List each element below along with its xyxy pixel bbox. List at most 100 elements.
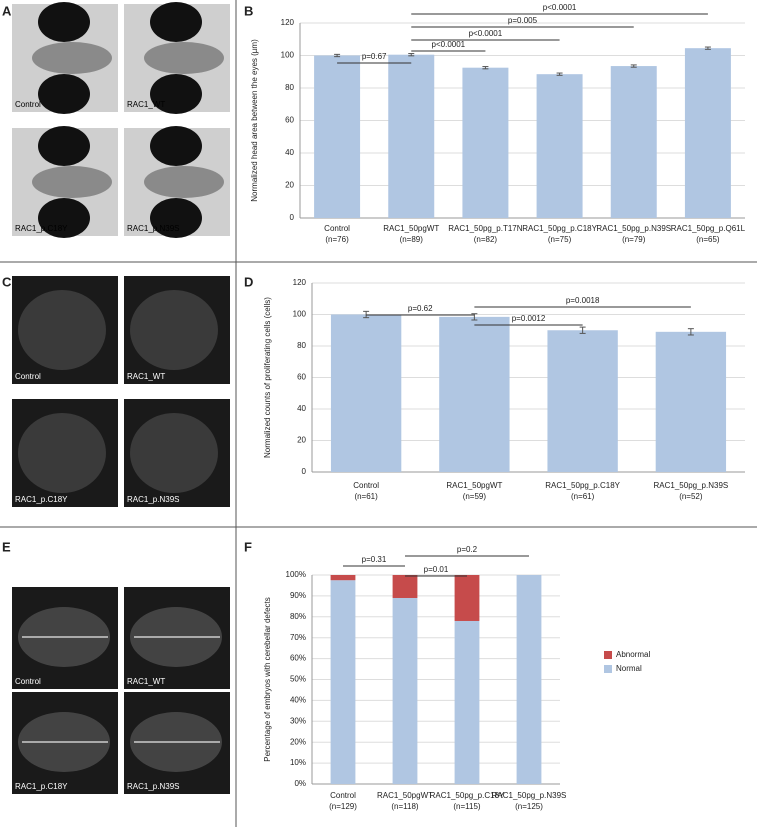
x-tick-label: RAC1_50pg_p.N39S [492, 791, 567, 800]
y-tick-label: 20 [285, 181, 294, 190]
x-tick-label: (n=52) [679, 492, 703, 501]
y-tick-label: 20% [290, 737, 306, 746]
x-tick-label: (n=125) [515, 802, 543, 811]
x-tick-label: Control [330, 791, 356, 800]
p-value: p=0.2 [457, 545, 478, 554]
bar-segment [516, 575, 542, 784]
y-tick-label: 0 [290, 213, 295, 222]
bar-segment [454, 620, 480, 784]
p-value: p=0.005 [508, 16, 538, 25]
head [32, 42, 112, 74]
panel-letter: C [2, 274, 12, 289]
image-caption: RAC1_p.N39S [127, 495, 179, 504]
y-tick-label: 80 [285, 83, 294, 92]
y-tick-label: 20 [297, 436, 306, 445]
y-tick-label: 0 [302, 467, 307, 476]
panel-letter: A [2, 3, 12, 18]
y-tick-label: 120 [281, 18, 295, 27]
eye [150, 2, 202, 42]
x-tick-label: RAC1_50pg_p.C18Y [522, 224, 597, 233]
x-tick-label: RAC1_50pg_p.N39S [596, 224, 671, 233]
bar-segment [392, 597, 418, 784]
legend-swatch [604, 651, 612, 659]
x-tick-label: (n=65) [696, 235, 720, 244]
legend-label: Abnormal [616, 650, 650, 659]
bar [314, 55, 361, 218]
bar-segment [454, 575, 480, 621]
image-caption: Control [15, 100, 41, 109]
y-axis-label: Normalized counts of proliferating cells… [263, 297, 272, 458]
bar [655, 331, 727, 472]
y-tick-label: 100 [281, 51, 295, 60]
y-axis-label: Normalized head area between the eyes (µ… [250, 39, 259, 202]
brain [130, 290, 218, 370]
y-tick-label: 40 [297, 404, 306, 413]
x-tick-label: RAC1_50pgWT [383, 224, 439, 233]
y-tick-label: 120 [293, 278, 307, 287]
image-caption: RAC1_p.C18Y [15, 495, 68, 504]
y-tick-label: 60 [285, 116, 294, 125]
x-tick-label: RAC1_50pgWT [377, 791, 433, 800]
y-tick-label: 80% [290, 612, 306, 621]
y-tick-label: 40 [285, 148, 294, 157]
p-value: p=0.0018 [566, 296, 600, 305]
image-caption: RAC1_p.N39S [127, 224, 179, 233]
p-value: p=0.67 [362, 52, 387, 61]
p-value: p=0.0012 [512, 314, 546, 323]
bar [388, 54, 435, 218]
bar-segment [330, 575, 356, 581]
legend-label: Normal [616, 664, 642, 673]
y-tick-label: 30% [290, 716, 306, 725]
p-value: p<0.0001 [432, 40, 466, 49]
p-value: p=0.01 [424, 565, 449, 574]
y-tick-label: 40% [290, 696, 306, 705]
image-caption: RAC1_WT [127, 677, 165, 686]
eye [38, 126, 90, 166]
image-caption: RAC1_p.C18Y [15, 782, 68, 791]
panel-letter: E [2, 539, 11, 554]
y-tick-label: 90% [290, 591, 306, 600]
panel-letter: D [244, 274, 253, 289]
eye [38, 198, 90, 238]
bar-segment [392, 575, 418, 598]
eye [38, 2, 90, 42]
eye [150, 198, 202, 238]
x-tick-label: (n=89) [400, 235, 424, 244]
y-tick-label: 0% [294, 779, 306, 788]
x-tick-label: (n=118) [391, 802, 419, 811]
x-tick-label: RAC1_50pgWT [446, 481, 502, 490]
bar [462, 67, 509, 218]
x-tick-label: Control [353, 481, 379, 490]
legend-swatch [604, 665, 612, 673]
x-tick-label: RAC1_50pg_p.N39S [654, 481, 729, 490]
x-tick-label: RAC1_50pg_p.T17N [448, 224, 522, 233]
y-tick-label: 50% [290, 675, 306, 684]
y-tick-label: 80 [297, 341, 306, 350]
eye [38, 74, 90, 114]
x-tick-label: RAC1_50pg_p.C18Y [430, 791, 505, 800]
bar [610, 66, 657, 218]
y-tick-label: 100 [293, 310, 307, 319]
p-value: p=0.62 [408, 304, 433, 313]
x-tick-label: (n=61) [571, 492, 595, 501]
x-tick-label: (n=61) [354, 492, 378, 501]
x-tick-label: RAC1_50pg_p.Q61L [671, 224, 746, 233]
x-tick-label: (n=75) [548, 235, 572, 244]
bar [536, 74, 583, 218]
image-caption: RAC1_WT [127, 372, 165, 381]
p-value: p<0.0001 [543, 3, 577, 12]
image-caption: Control [15, 372, 41, 381]
eye [150, 74, 202, 114]
brain [18, 290, 106, 370]
image-caption: RAC1_WT [127, 100, 165, 109]
head [144, 42, 224, 74]
brain [18, 413, 106, 493]
bar [547, 330, 618, 472]
bar [330, 314, 402, 472]
brain [130, 413, 218, 493]
image-caption: Control [15, 677, 41, 686]
y-axis-label: Percentage of embryos with cerebellar de… [263, 597, 272, 762]
head [144, 166, 224, 198]
bar-segment [330, 580, 356, 784]
